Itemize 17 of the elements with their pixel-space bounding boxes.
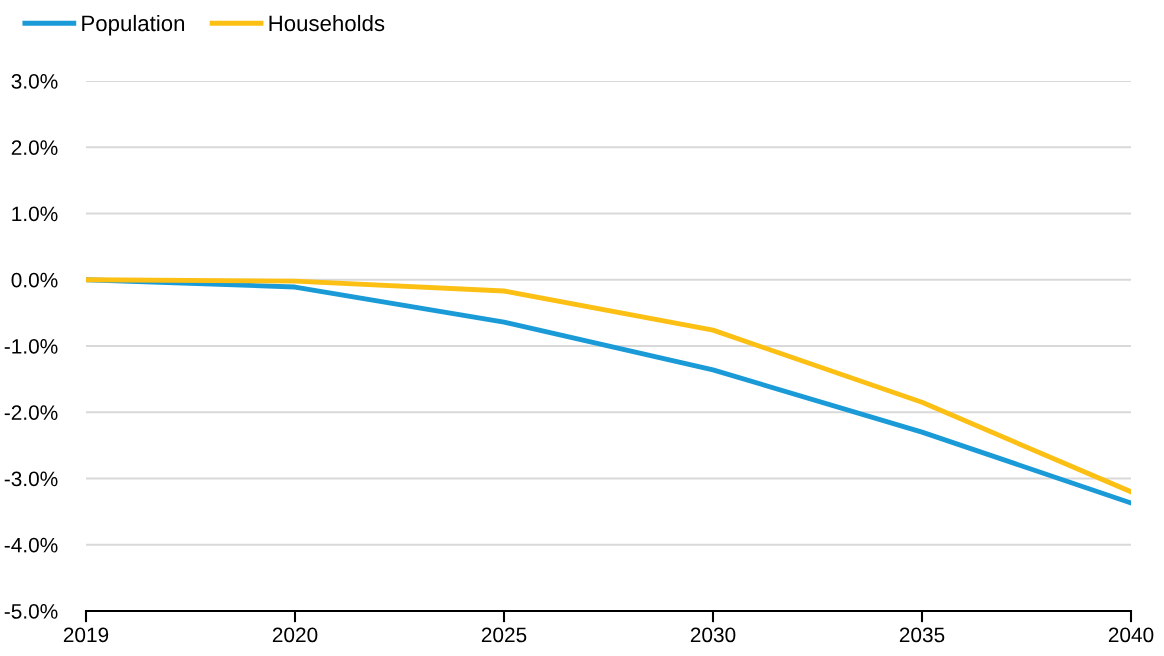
x-tick-label: 2019	[63, 627, 109, 643]
y-tick-label: -2.0%	[4, 405, 58, 420]
x-tick-label: 2025	[481, 627, 527, 643]
y-tick-label: 2.0%	[11, 140, 58, 155]
x-tick-label: 2035	[899, 627, 945, 643]
legend-label: Households	[269, 14, 385, 32]
x-tick-label: 2030	[690, 627, 736, 643]
y-tick-label: 3.0%	[11, 74, 58, 89]
legend-label: Population	[82, 14, 185, 36]
y-tick-label: -5.0%	[4, 604, 58, 619]
x-tick-label: 2020	[272, 627, 318, 643]
y-tick-label: 1.0%	[12, 206, 58, 222]
y-tick-label: -4.0%	[4, 537, 58, 553]
y-tick-label: 0.0%	[11, 272, 58, 288]
x-tick-label: 2040	[1108, 627, 1154, 643]
y-tick-label: -1.0%	[4, 339, 58, 354]
y-tick-label: -3.0%	[4, 471, 58, 487]
